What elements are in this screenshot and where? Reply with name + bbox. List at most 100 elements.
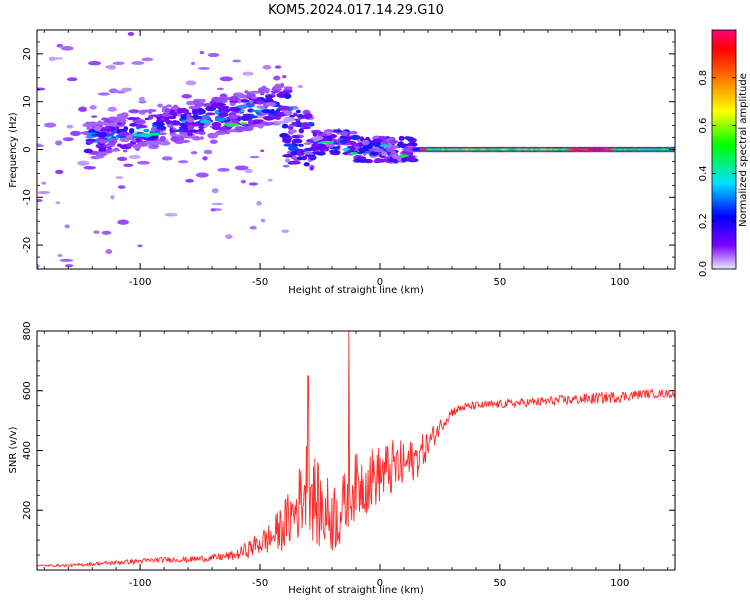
heatmap-cell bbox=[76, 160, 90, 166]
heatmap-cell bbox=[186, 100, 195, 106]
heatmap-cell bbox=[197, 67, 211, 70]
heatmap-cell bbox=[255, 100, 265, 105]
heatmap-cell bbox=[171, 120, 181, 126]
heatmap-cell bbox=[407, 138, 417, 143]
heatmap-cell bbox=[69, 130, 82, 136]
heatmap-cell bbox=[283, 143, 294, 147]
heatmap-cell bbox=[170, 135, 180, 142]
heatmap-cell bbox=[281, 123, 289, 129]
heatmap-cell bbox=[199, 119, 212, 124]
heatmap-cell bbox=[197, 128, 205, 133]
colorbar-tick-label: 0.2 bbox=[698, 213, 709, 229]
heatmap-cell bbox=[186, 135, 194, 139]
heatmap-cell bbox=[342, 148, 351, 151]
heatmap-cell bbox=[293, 112, 298, 117]
heatmap-cell bbox=[173, 129, 185, 133]
heatmap-cell bbox=[141, 57, 154, 62]
heatmap-cell bbox=[232, 92, 245, 98]
heatmap-cell bbox=[360, 156, 367, 162]
heatmap-cell bbox=[137, 244, 143, 248]
heatmap-cell bbox=[222, 105, 230, 110]
heatmap-cell bbox=[256, 105, 265, 109]
heatmap-cell bbox=[223, 122, 240, 127]
heatmap-cell bbox=[64, 264, 74, 268]
heatmap-cell bbox=[397, 141, 404, 146]
heatmap-cell bbox=[148, 132, 161, 136]
top-ytick-label: 10 bbox=[22, 95, 33, 108]
heatmap-cell bbox=[389, 145, 399, 149]
heatmap-cell bbox=[309, 166, 314, 171]
heatmap-cell bbox=[109, 148, 121, 152]
heatmap-cell bbox=[398, 135, 405, 141]
heatmap-cell bbox=[289, 160, 301, 165]
heatmap-cell bbox=[282, 154, 294, 158]
heatmap-cell bbox=[348, 130, 358, 135]
top-xlabel: Height of straight line (km) bbox=[288, 285, 424, 296]
heatmap-cell bbox=[187, 124, 195, 130]
heatmap-cell bbox=[116, 114, 128, 120]
heatmap-cell bbox=[379, 144, 390, 148]
bottom-ytick-label: 600 bbox=[22, 381, 33, 400]
heatmap-cell bbox=[55, 169, 64, 175]
bottom-ytick-label: 200 bbox=[22, 501, 33, 520]
heatmap-cell bbox=[242, 71, 254, 76]
heatmap-cell bbox=[192, 114, 199, 121]
heatmap-cell bbox=[186, 117, 194, 123]
heatmap-cell bbox=[291, 138, 303, 144]
heatmap-cell bbox=[294, 118, 301, 121]
heatmap-cell bbox=[165, 119, 171, 125]
heatmap-cell bbox=[151, 144, 159, 148]
heatmap-cell bbox=[279, 105, 290, 111]
heatmap-cell bbox=[129, 122, 138, 127]
heatmap-cell bbox=[302, 109, 311, 115]
heatmap-cell bbox=[409, 158, 417, 162]
heatmap-cell bbox=[131, 61, 145, 65]
heatmap-cell bbox=[273, 75, 281, 81]
heatmap-cell bbox=[361, 139, 370, 146]
heatmap-cell bbox=[228, 106, 241, 112]
heatmap-cell bbox=[226, 129, 237, 133]
heatmap-cell bbox=[218, 112, 229, 117]
heatmap-cell bbox=[211, 202, 224, 206]
heatmap-cell bbox=[209, 139, 218, 144]
heatmap-cell bbox=[297, 143, 304, 147]
heatmap-cell bbox=[132, 119, 144, 124]
heatmap-cell bbox=[266, 98, 274, 104]
heatmap-cell bbox=[239, 99, 250, 103]
heatmap-cell bbox=[207, 52, 220, 58]
heatmap-cell bbox=[136, 124, 148, 129]
heatmap-cell bbox=[37, 190, 51, 195]
top-ylabel: Frequency (Hz) bbox=[8, 112, 19, 188]
heatmap-cell bbox=[41, 181, 47, 185]
heatmap-cell bbox=[388, 139, 398, 144]
heatmap-cell bbox=[292, 122, 298, 127]
heatmap-cell bbox=[586, 148, 605, 151]
heatmap-cell bbox=[188, 105, 200, 110]
heatmap-cell bbox=[198, 126, 205, 130]
top-xtick-label: -100 bbox=[129, 277, 152, 288]
heatmap-cell bbox=[95, 131, 108, 138]
heatmap-cell bbox=[160, 136, 166, 141]
colorbar-tick-label: 0.8 bbox=[698, 70, 709, 86]
heatmap-cell bbox=[306, 139, 314, 143]
bottom-xtick-label: 50 bbox=[494, 578, 507, 589]
heatmap-cell bbox=[387, 158, 398, 163]
heatmap-cell bbox=[97, 139, 109, 144]
heatmap-cell bbox=[258, 123, 265, 128]
heatmap-cell bbox=[296, 156, 303, 161]
heatmap-cell bbox=[159, 140, 171, 146]
heatmap-cell bbox=[116, 156, 128, 161]
heatmap-cell bbox=[260, 149, 265, 153]
heatmap-cell bbox=[121, 87, 133, 92]
heatmap-cell bbox=[344, 136, 352, 141]
heatmap-cell bbox=[146, 140, 157, 145]
heatmap-cell bbox=[256, 200, 262, 206]
heatmap-cell bbox=[288, 129, 298, 134]
heatmap-cell bbox=[83, 165, 96, 170]
heatmap-cell bbox=[141, 109, 150, 113]
heatmap-cell bbox=[117, 143, 122, 147]
bottom-ytick-label: 800 bbox=[22, 321, 33, 340]
top-xtick-label: -50 bbox=[252, 277, 268, 288]
heatmap-cell bbox=[364, 150, 371, 154]
colorbar-gradient bbox=[711, 29, 737, 270]
